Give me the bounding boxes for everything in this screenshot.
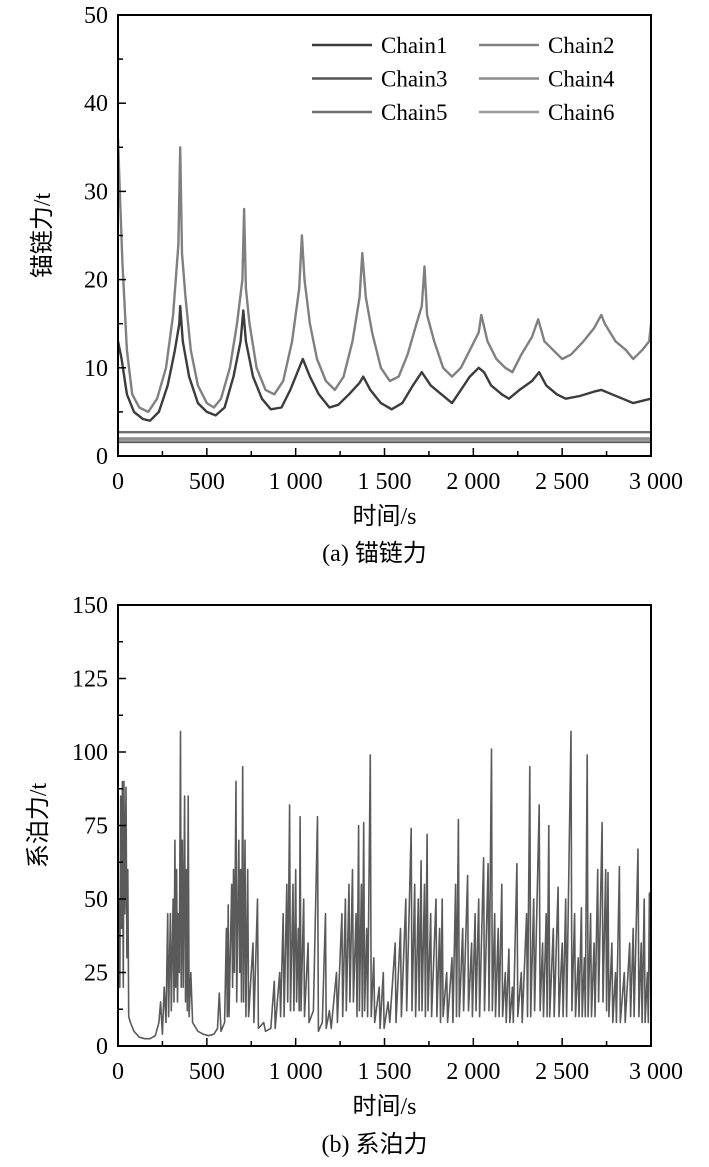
legend-label-chain1: Chain1	[381, 33, 447, 58]
series-line-chain1	[118, 304, 651, 422]
series-line-chain2	[118, 138, 651, 414]
y-tick-label: 75	[84, 814, 108, 840]
legend-label-chain3: Chain3	[381, 67, 447, 92]
y-tick-label: 125	[72, 667, 108, 693]
x-tick-label: 1 000	[269, 469, 323, 495]
y-tick-label: 10	[84, 356, 108, 382]
x-axis-title: 时间/s	[352, 503, 416, 530]
x-tick-label: 3 000	[629, 1059, 683, 1085]
legend-label-chain4: Chain4	[548, 67, 615, 92]
x-tick-label: 500	[189, 1059, 225, 1085]
y-tick-label: 0	[96, 1034, 108, 1060]
y-tick-label: 50	[84, 887, 108, 913]
series-line-mooring-force	[118, 730, 651, 1040]
y-tick-label: 50	[84, 3, 108, 29]
x-tick-label: 3 000	[629, 469, 683, 495]
legend-label-chain5: Chain5	[381, 100, 447, 125]
y-tick-label: 30	[84, 179, 108, 205]
x-axis-title: 时间/s	[352, 1093, 416, 1120]
x-tick-label: 0	[112, 469, 124, 495]
figure-caption: (a) 锚链力	[322, 540, 427, 567]
x-tick-label: 2 000	[446, 469, 500, 495]
legend-label-chain6: Chain6	[548, 100, 614, 125]
figure-caption: (b) 系泊力	[322, 1131, 428, 1158]
y-tick-label: 0	[96, 444, 108, 470]
x-tick-label: 1 500	[358, 469, 412, 495]
y-tick-label: 40	[84, 91, 108, 117]
y-tick-label: 25	[84, 961, 108, 987]
chart-a: 0 500 1 000 1 500 2 000 2 500 3 000 0 10 20 30 40 50…	[29, 3, 683, 567]
chart-b: 0 500 1 000 1 500 2 000 2 500 3 000 0 25 50 75 100 1…	[25, 593, 683, 1158]
y-tick-label: 20	[84, 268, 108, 294]
x-tick-label: 2 500	[535, 1059, 589, 1085]
x-tick-label: 2 500	[535, 469, 589, 495]
x-tick-label: 0	[112, 1059, 124, 1085]
x-tick-label: 2 000	[446, 1059, 500, 1085]
x-tick-label: 500	[189, 469, 225, 495]
x-tick-label: 1 000	[269, 1059, 323, 1085]
y-axis-title: 锚链力/t	[29, 193, 56, 279]
y-tick-label: 100	[72, 740, 108, 766]
legend: Chain1 Chain2 Chain3 Chain4 Chain5 Chain6	[312, 33, 615, 125]
y-axis-title: 系泊力/t	[25, 783, 52, 869]
y-tick-label: 150	[72, 593, 108, 619]
legend-label-chain2: Chain2	[548, 33, 614, 58]
x-tick-label: 1 500	[358, 1059, 412, 1085]
